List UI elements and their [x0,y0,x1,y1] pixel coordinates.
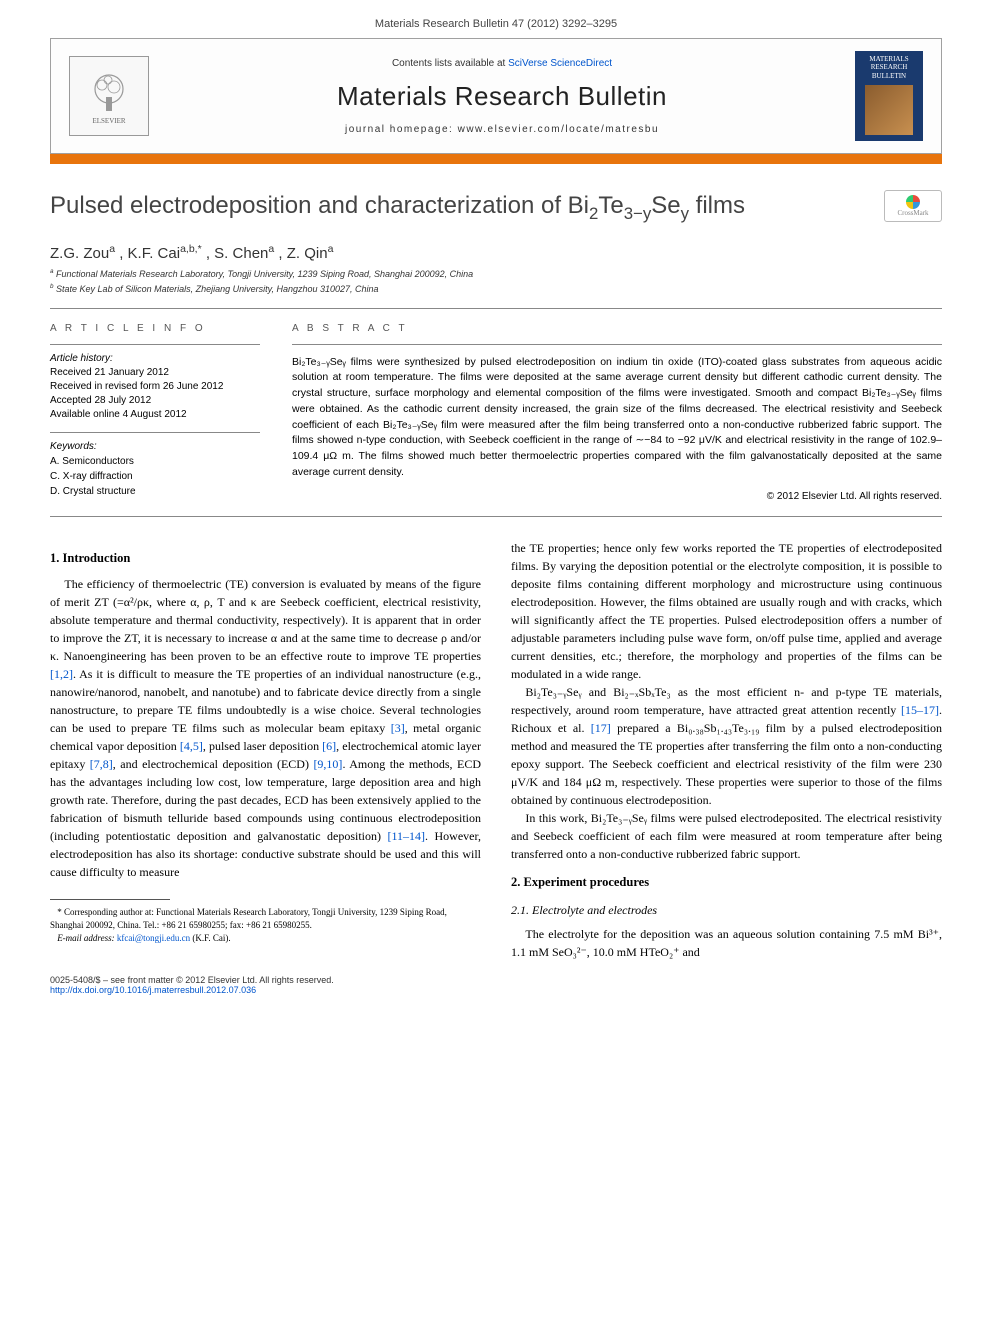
section-2-1-heading: 2.1. Electrolyte and electrodes [511,901,942,919]
homepage-line: journal homepage: www.elsevier.com/locat… [167,124,837,135]
abstract-rule [292,344,942,345]
affil-a-text: Functional Materials Research Laboratory… [56,269,473,279]
info-abstract-row: A R T I C L E I N F O Article history: R… [50,323,942,502]
section-1-heading: 1. Introduction [50,549,481,568]
author-1-aff: a [109,243,115,255]
intro-paragraph-1: The efficiency of thermoelectric (TE) co… [50,575,481,881]
crossmark-badge[interactable]: CrossMark [884,190,942,222]
ref-link-3[interactable]: [3] [391,721,405,735]
ref-link-6[interactable]: [6] [322,739,336,753]
col2-paragraph-3: In this work, Bi₂Te₃₋ᵧSeᵧ films were pul… [511,809,942,863]
contents-line: Contents lists available at SciVerse Sci… [167,58,837,69]
col2-paragraph-1: the TE properties; hence only few works … [511,539,942,683]
affil-b-text: State Key Lab of Silicon Materials, Zhej… [56,284,379,294]
orange-divider-bar [50,154,942,164]
body-columns: 1. Introduction The efficiency of thermo… [50,539,942,962]
article-info-heading: A R T I C L E I N F O [50,323,260,334]
author-3: , S. Chen [206,245,269,262]
title-post: films [689,192,745,219]
ref-link-11-14[interactable]: [11–14] [387,829,425,843]
ref-link-9-10[interactable]: [9,10] [313,757,342,771]
crossmark-icon [906,195,920,209]
contents-prefix: Contents lists available at [392,58,508,69]
citation-text: Materials Research Bulletin 47 (2012) 32… [375,18,617,30]
title-mid2: Se [651,192,680,219]
title-pre: Pulsed electrodeposition and characteriz… [50,192,589,219]
accepted-date: Accepted 28 July 2012 [50,394,260,408]
info-rule-2 [50,432,260,433]
title-block: Pulsed electrodeposition and characteriz… [50,190,942,225]
author-4: , Z. Qin [278,245,327,262]
author-2: , K.F. Cai [119,245,180,262]
ref-link-7-8[interactable]: [7,8] [90,757,113,771]
p1-f: , and electrochemical deposition (ECD) [113,757,314,771]
header-citation: Materials Research Bulletin 47 (2012) 32… [0,0,992,38]
abstract-block: A B S T R A C T Bi₂Te₃₋ᵧSeᵧ films were s… [292,323,942,502]
elsevier-label: ELSEVIER [92,117,125,125]
ref-link-1-2[interactable]: [1,2] [50,667,73,681]
elsevier-logo: ELSEVIER [69,56,149,136]
banner-center: Contents lists available at SciVerse Sci… [167,58,837,135]
section-2-heading: 2. Experiment procedures [511,873,942,892]
article-info-block: A R T I C L E I N F O Article history: R… [50,323,260,502]
ref-link-15-17[interactable]: [15–17] [901,703,939,717]
footer-copyright: 0025-5408/$ – see front matter © 2012 El… [50,975,334,985]
abstract-heading: A B S T R A C T [292,323,942,334]
p1-d: , pulsed laser deposition [203,739,322,753]
ref-link-4-5[interactable]: [4,5] [180,739,203,753]
title-sub1: 2 [589,204,598,223]
authors-line: Z.G. Zoua , K.F. Caia,b,* , S. Chena , Z… [50,243,942,262]
author-2-aff: a,b,* [180,243,202,255]
cover-image-icon [865,85,913,135]
keywords-heading: Keywords: [50,441,260,452]
paper-title: Pulsed electrodeposition and characteriz… [50,190,745,225]
email-footnote: E-mail address: kfcai@tongji.edu.cn (K.F… [50,932,481,945]
received-date: Received 21 January 2012 [50,366,260,380]
revised-date: Received in revised form 26 June 2012 [50,380,260,394]
homepage-prefix: journal homepage: [345,124,458,135]
keyword-3: D. Crystal structure [50,484,260,499]
col2-paragraph-2: Bi₂Te₃₋ᵧSeᵧ and Bi₂₋ₓSbₓTe₃ as the most … [511,683,942,809]
info-rule-1 [50,344,260,345]
title-mid1: Te [598,192,623,219]
affiliation-a: a Functional Materials Research Laborato… [50,268,942,279]
page-footer: 0025-5408/$ – see front matter © 2012 El… [50,975,942,995]
abstract-copyright: © 2012 Elsevier Ltd. All rights reserved… [292,491,942,502]
title-sub2: 3−y [624,204,652,223]
divider-2 [50,516,942,517]
corresponding-author-note: * Corresponding author at: Functional Ma… [50,906,481,931]
footnote-rule [50,899,170,900]
journal-cover-thumb: MATERIALS RESEARCH BULLETIN [855,51,923,141]
author-4-aff: a [328,243,334,255]
author-1: Z.G. Zou [50,245,109,262]
history-heading: Article history: [50,353,260,364]
homepage-link[interactable]: www.elsevier.com/locate/matresbu [458,124,659,135]
journal-banner: ELSEVIER Contents lists available at Sci… [50,38,942,154]
online-date: Available online 4 August 2012 [50,408,260,422]
abstract-text: Bi₂Te₃₋ᵧSeᵧ films were synthesized by pu… [292,355,942,481]
cover-title: MATERIALS RESEARCH BULLETIN [859,55,919,80]
p1-a: The efficiency of thermoelectric (TE) co… [50,577,481,663]
c2p2-a: Bi₂Te₃₋ᵧSeᵧ and Bi₂₋ₓSbₓTe₃ as the most … [511,685,942,717]
body-col-left: 1. Introduction The efficiency of thermo… [50,539,481,962]
affiliation-b: b State Key Lab of Silicon Materials, Zh… [50,283,942,294]
footer-left: 0025-5408/$ – see front matter © 2012 El… [50,975,334,995]
sec2-1-paragraph: The electrolyte for the deposition was a… [511,925,942,961]
email-label: E-mail address: [57,933,117,943]
email-link[interactable]: kfcai@tongji.edu.cn [117,933,190,943]
sciencedirect-link[interactable]: SciVerse ScienceDirect [508,58,612,69]
email-suffix: (K.F. Cai). [192,933,230,943]
keyword-2: C. X-ray diffraction [50,469,260,484]
body-col-right: the TE properties; hence only few works … [511,539,942,962]
crossmark-label: CrossMark [897,210,928,218]
journal-name: Materials Research Bulletin [167,81,837,112]
keyword-1: A. Semiconductors [50,454,260,469]
doi-link[interactable]: http://dx.doi.org/10.1016/j.materresbull… [50,985,256,995]
divider-1 [50,308,942,309]
ref-link-17[interactable]: [17] [591,721,611,735]
author-3-aff: a [268,243,274,255]
tree-icon [84,67,134,117]
title-sub3: y [681,204,689,223]
